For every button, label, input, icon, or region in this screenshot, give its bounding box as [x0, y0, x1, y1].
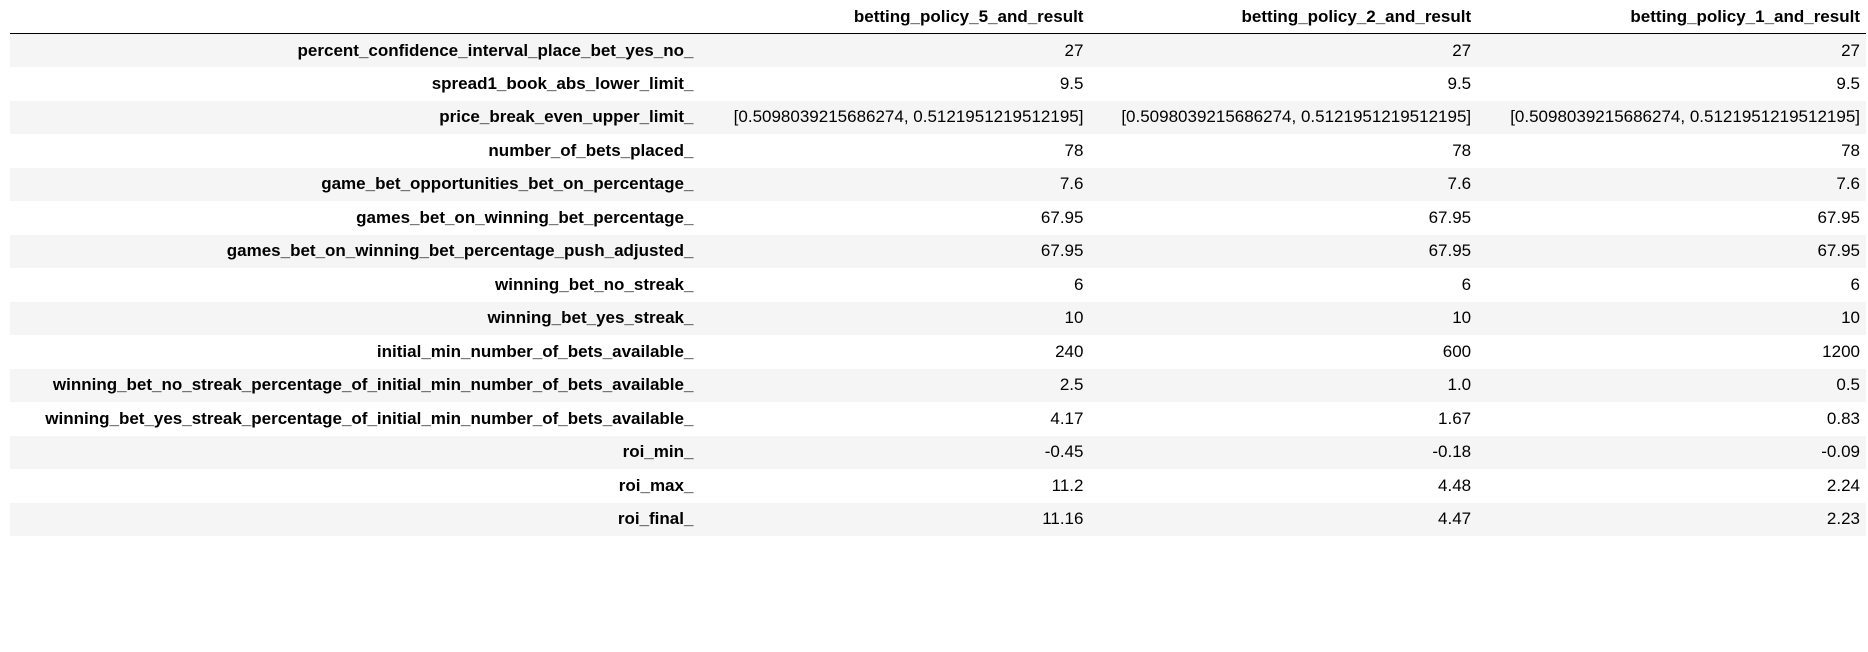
table-cell: 9.5: [1836, 73, 1860, 93]
table-cell: 240: [1055, 341, 1084, 361]
row-label: roi_final_: [617, 509, 694, 529]
table-cell: 2.24: [1826, 475, 1860, 495]
header-row: betting_policy_5_and_result betting_poli…: [10, 0, 1866, 34]
row-label: spread1_book_abs_lower_limit_: [431, 73, 694, 93]
table-cell: [0.5098039215686274, 0.5121951219512195]: [733, 107, 1084, 127]
table-cell: 7.6: [1447, 174, 1472, 194]
column-header: betting_policy_1_and_result: [1477, 0, 1866, 34]
table-cell: 67.95: [1040, 241, 1084, 261]
table-cell: -0.45: [1044, 442, 1084, 462]
table-cell: 67.95: [1817, 207, 1860, 227]
table-cell: 9.5: [1059, 73, 1084, 93]
table-cell: 1200: [1822, 341, 1860, 361]
table-cell: 7.6: [1836, 174, 1860, 194]
table-cell: 10: [1064, 308, 1084, 328]
row-label: winning_bet_yes_streak_percentage_of_ini…: [45, 408, 694, 428]
table-cell: 7.6: [1059, 174, 1084, 194]
table-cell: 4.17: [1050, 408, 1084, 428]
table-cell: 0.83: [1826, 408, 1860, 428]
row-label: game_bet_opportunities_bet_on_percentage…: [321, 174, 694, 194]
row-label: roi_max_: [618, 475, 694, 495]
table-row: games_bet_on_winning_bet_percentage_ 67.…: [10, 201, 1866, 235]
row-label: games_bet_on_winning_bet_percentage_push…: [226, 241, 694, 261]
table-row: price_break_even_upper_limit_ [0.5098039…: [10, 100, 1866, 134]
table-cell: 67.95: [1428, 207, 1472, 227]
table-cell: -0.18: [1432, 442, 1472, 462]
table-row: winning_bet_yes_streak_percentage_of_ini…: [10, 402, 1866, 436]
table-row: winning_bet_no_streak_percentage_of_init…: [10, 368, 1866, 402]
table-row: initial_min_number_of_bets_available_ 24…: [10, 335, 1866, 369]
table-cell: 78: [1841, 140, 1860, 160]
table-cell: 11.16: [1042, 509, 1084, 529]
table-cell: 67.95: [1428, 241, 1472, 261]
table-cell: 2.5: [1059, 375, 1084, 395]
table-header: betting_policy_5_and_result betting_poli…: [10, 0, 1866, 34]
table-cell: [0.5098039215686274, 0.5121951219512195]: [1121, 107, 1472, 127]
dataframe-output: betting_policy_5_and_result betting_poli…: [10, 0, 1866, 536]
table-cell: 2.23: [1826, 509, 1860, 529]
row-label: winning_bet_no_streak_percentage_of_init…: [52, 375, 694, 395]
table-row: spread1_book_abs_lower_limit_ 9.5 9.5 9.…: [10, 67, 1866, 101]
table-row: games_bet_on_winning_bet_percentage_push…: [10, 234, 1866, 268]
table-cell: 4.48: [1438, 475, 1472, 495]
row-label: price_break_even_upper_limit_: [439, 107, 694, 127]
row-label: winning_bet_yes_streak_: [487, 308, 694, 328]
table-cell: 78: [1064, 140, 1084, 160]
table-cell: 4.47: [1438, 509, 1472, 529]
table-row: game_bet_opportunities_bet_on_percentage…: [10, 167, 1866, 201]
table-row: number_of_bets_placed_ 78 78 78: [10, 134, 1866, 168]
table-cell: 6: [1461, 274, 1472, 294]
table-row: winning_bet_yes_streak_ 10 10 10: [10, 301, 1866, 335]
row-label: percent_confidence_interval_place_bet_ye…: [297, 40, 694, 60]
table-cell: 11.2: [1051, 475, 1084, 495]
table-cell: 1.0: [1447, 375, 1472, 395]
table-row: roi_max_ 11.2 4.48 2.24: [10, 469, 1866, 503]
table-cell: 67.95: [1040, 207, 1084, 227]
table-cell: 78: [1452, 140, 1472, 160]
table-cell: 6: [1850, 274, 1860, 294]
column-header: betting_policy_2_and_result: [1089, 0, 1478, 34]
row-label: number_of_bets_placed_: [488, 140, 694, 160]
table-cell: -0.09: [1821, 442, 1860, 462]
table-row: roi_final_ 11.16 4.47 2.23: [10, 502, 1866, 536]
table-cell: 27: [1452, 40, 1472, 60]
table-cell: 0.5: [1836, 375, 1860, 395]
table-row: percent_confidence_interval_place_bet_ye…: [10, 33, 1866, 67]
row-label: initial_min_number_of_bets_available_: [376, 341, 694, 361]
table-cell: 1.67: [1438, 408, 1472, 428]
table-row: winning_bet_no_streak_ 6 6 6: [10, 268, 1866, 302]
table-cell: 27: [1841, 40, 1860, 60]
table-cell: 67.95: [1817, 241, 1860, 261]
table-row: roi_min_ -0.45 -0.18 -0.09: [10, 435, 1866, 469]
table-cell: 10: [1452, 308, 1472, 328]
table-cell: 27: [1064, 40, 1084, 60]
table-cell: 10: [1841, 308, 1860, 328]
row-label: winning_bet_no_streak_: [495, 274, 694, 294]
table-cell: [0.5098039215686274, 0.5121951219512195]: [1510, 107, 1860, 127]
table-body: percent_confidence_interval_place_bet_ye…: [10, 33, 1866, 536]
row-label: roi_min_: [622, 442, 694, 462]
table-cell: 600: [1442, 341, 1472, 361]
results-table: betting_policy_5_and_result betting_poli…: [10, 0, 1866, 536]
index-header: [10, 0, 700, 34]
table-cell: 6: [1074, 274, 1084, 294]
table-cell: 9.5: [1447, 73, 1472, 93]
column-header: betting_policy_5_and_result: [699, 0, 1090, 34]
row-label: games_bet_on_winning_bet_percentage_: [356, 207, 694, 227]
